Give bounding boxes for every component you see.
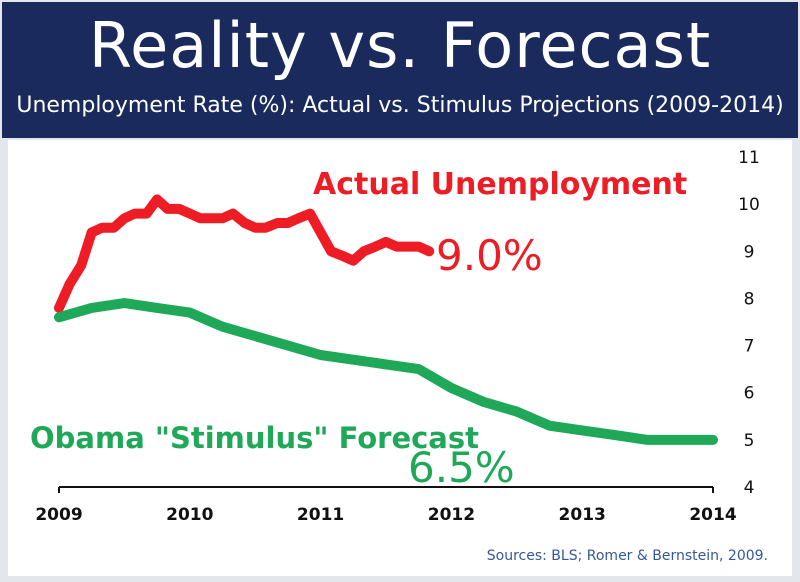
x-tick-label: 2010 bbox=[166, 505, 213, 525]
x-tick-label: 2012 bbox=[428, 505, 475, 525]
line-chart: 2009 2010 2011 2012 2013 2014 4 5 6 7 8 9 10 11 Actual… bbox=[30, 148, 760, 525]
y-tick-label: 11 bbox=[738, 148, 760, 168]
header-banner: Reality vs. Forecast Unemployment Rate (… bbox=[2, 2, 798, 138]
stimulus-forecast-label: Obama "Stimulus" Forecast bbox=[30, 421, 479, 455]
y-tick-label: 8 bbox=[744, 289, 755, 309]
x-tick-label: 2014 bbox=[689, 505, 736, 525]
plot-area: 2009 2010 2011 2012 2013 2014 4 5 6 7 8 9 10 11 Actual… bbox=[8, 140, 792, 576]
y-tick-label: 4 bbox=[744, 478, 755, 498]
x-tick-label: 2011 bbox=[297, 505, 344, 525]
y-tick-label: 6 bbox=[744, 384, 755, 404]
forecast-end-value-label: 6.5% bbox=[408, 443, 515, 492]
y-tick-label: 9 bbox=[744, 242, 755, 262]
x-tick-label: 2009 bbox=[35, 505, 82, 525]
chart-subtitle: Unemployment Rate (%): Actual vs. Stimul… bbox=[16, 93, 784, 118]
actual-end-value-label: 9.0% bbox=[436, 231, 543, 280]
source-note: Sources: BLS; Romer & Bernstein, 2009. bbox=[486, 548, 768, 564]
y-tick-label: 10 bbox=[738, 195, 760, 215]
stimulus-forecast-line bbox=[54, 298, 718, 445]
x-tick-label: 2013 bbox=[559, 505, 606, 525]
y-tick-label: 5 bbox=[744, 431, 755, 451]
actual-unemployment-line bbox=[54, 194, 435, 313]
chart-title: Reality vs. Forecast bbox=[88, 9, 712, 82]
actual-unemployment-label: Actual Unemployment bbox=[313, 167, 687, 202]
y-tick-label: 7 bbox=[744, 337, 755, 357]
